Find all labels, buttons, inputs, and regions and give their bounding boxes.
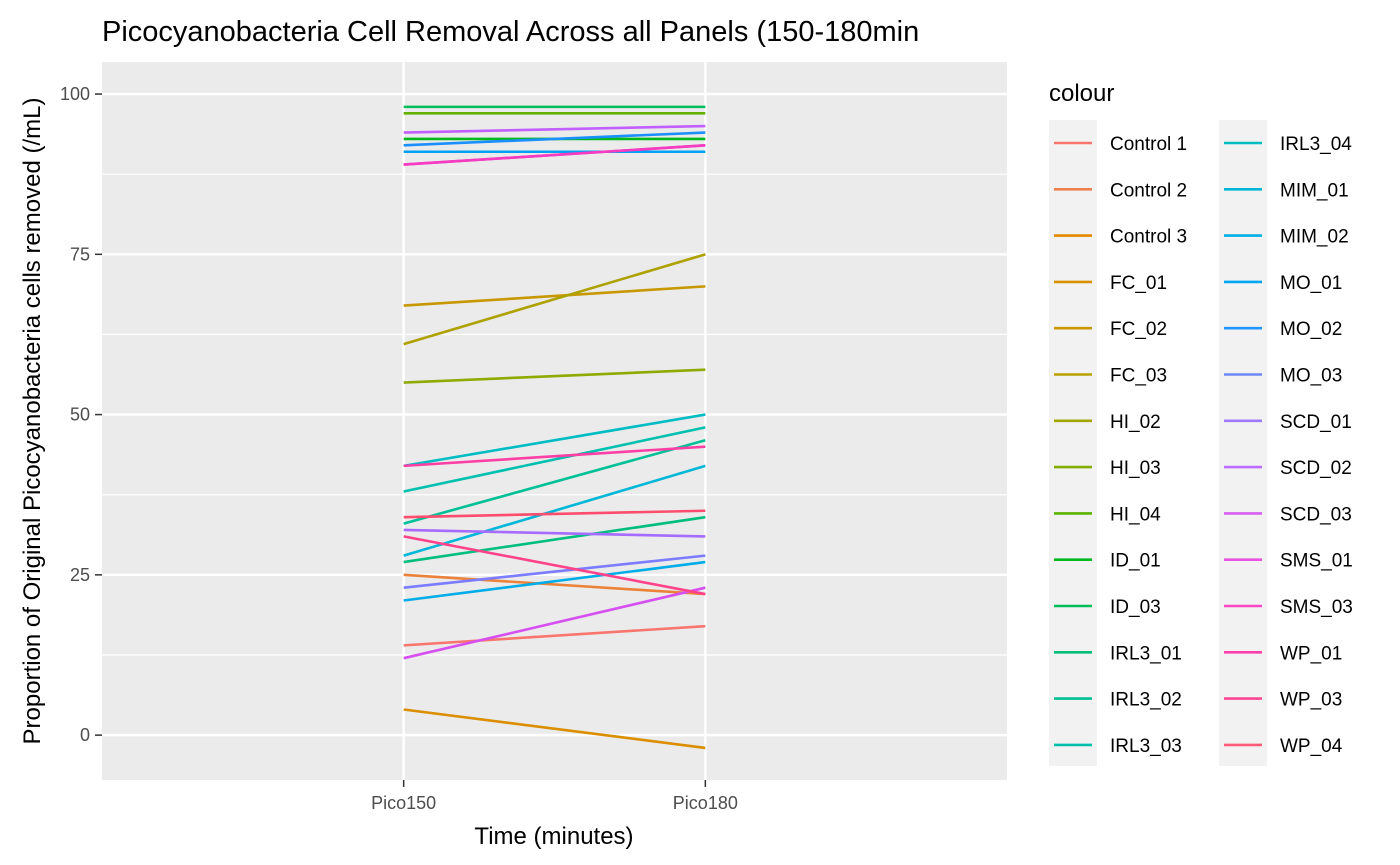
series-line-mo-01 [403, 554, 706, 589]
legend-entry: MIM_02 [1224, 227, 1349, 248]
legend-label: ID_01 [1110, 551, 1161, 572]
legend-entry: WP_03 [1224, 690, 1342, 711]
x-tick-label: Pico150 [371, 793, 436, 813]
series-line-sms-03 [403, 535, 706, 596]
series-line-id-01 [403, 515, 706, 564]
legend-label: MO_02 [1280, 319, 1342, 340]
legend-label: MIM_01 [1280, 180, 1349, 201]
legend-label: IRL3_04 [1280, 134, 1352, 155]
legend-entry: IRL3_04 [1224, 134, 1352, 155]
legend-entry: SCD_03 [1224, 504, 1352, 525]
legend-entry: Control 2 [1054, 180, 1187, 201]
legend-entry: Control 1 [1054, 134, 1187, 155]
legend: colour Control 1 Control 2 Control 3 FC_01 F… [1049, 80, 1353, 766]
legend-label: FC_02 [1110, 319, 1167, 340]
legend-entry: ID_03 [1054, 597, 1161, 618]
legend-entry: SCD_02 [1224, 458, 1352, 479]
legend-items: Control 1 Control 2 Control 3 FC_01 FC_02 FC_… [1054, 134, 1353, 757]
y-tick-label: 25 [70, 565, 90, 585]
legend-entry: FC_03 [1054, 366, 1167, 387]
series-line-scd-03 [403, 144, 706, 166]
legend-entry: Control 3 [1054, 227, 1187, 248]
y-tick-label: 50 [70, 405, 90, 425]
series-line-wp-01 [403, 509, 706, 519]
legend-label: IRL3_03 [1110, 736, 1182, 757]
legend-entry: FC_01 [1054, 273, 1167, 294]
legend-label: MO_03 [1280, 366, 1342, 387]
series-line-mo-03 [403, 124, 706, 134]
legend-label: Control 3 [1110, 227, 1187, 248]
series-line-id-03 [403, 438, 706, 525]
x-axis-title: Time (minutes) [474, 823, 633, 850]
legend-key-background-col2 [1219, 120, 1267, 766]
series-line-mim-02 [403, 131, 706, 147]
series-line-control-1 [403, 624, 706, 647]
y-tick-label: 75 [70, 244, 90, 264]
legend-label: SCD_01 [1280, 412, 1352, 433]
x-axis: Pico150 Pico180 [371, 780, 738, 813]
legend-label: MO_01 [1280, 273, 1342, 294]
minor-gridlines [102, 173, 1007, 656]
y-tick-label: 0 [80, 725, 90, 745]
series-line-sms-01 [403, 445, 706, 468]
legend-entry: HI_04 [1054, 504, 1161, 525]
legend-label: HI_03 [1110, 458, 1161, 479]
legend-label: IRL3_01 [1110, 643, 1182, 664]
series-line-irl3-03 [403, 464, 706, 557]
chart-title: Picocyanobacteria Cell Removal Across al… [102, 16, 919, 48]
legend-entry: HI_03 [1054, 458, 1161, 479]
legend-label: WP_04 [1280, 736, 1343, 757]
series-line-fc-03 [403, 368, 706, 384]
y-axis: 0 25 50 75 100 [60, 84, 102, 745]
legend-label: MIM_02 [1280, 227, 1349, 248]
series-line-control-3 [403, 708, 706, 750]
x-tick-label: Pico180 [673, 793, 738, 813]
legend-entry: IRL3_01 [1054, 643, 1182, 664]
legend-entry: MO_02 [1224, 319, 1342, 340]
legend-entry: SCD_01 [1224, 412, 1352, 433]
plot-panel [102, 62, 1007, 780]
legend-entry: MIM_01 [1224, 180, 1349, 201]
legend-label: SMS_03 [1280, 597, 1353, 618]
legend-entry: MO_01 [1224, 273, 1342, 294]
series-line-irl3-02 [403, 413, 706, 468]
legend-entry: MO_03 [1224, 366, 1342, 387]
legend-label: SMS_01 [1280, 551, 1353, 572]
series-line-irl3-01 [403, 426, 706, 493]
legend-entry: ID_01 [1054, 551, 1161, 572]
legend-label: WP_01 [1280, 643, 1342, 664]
legend-entry: IRL3_03 [1054, 736, 1182, 757]
legend-label: Control 2 [1110, 180, 1187, 201]
legend-label: ID_03 [1110, 597, 1161, 618]
series-line-control-2 [403, 573, 706, 596]
legend-label: HI_04 [1110, 504, 1161, 525]
legend-entry: SMS_01 [1224, 551, 1353, 572]
y-axis-title: Proportion of Original Picocyanobacteria… [19, 98, 46, 745]
y-tick-label: 100 [60, 84, 90, 104]
legend-entry: HI_02 [1054, 412, 1161, 433]
legend-label: SCD_03 [1280, 504, 1352, 525]
legend-label: HI_02 [1110, 412, 1161, 433]
legend-entry: FC_02 [1054, 319, 1167, 340]
legend-key-background-col1 [1049, 120, 1097, 766]
series-line-fc-02 [403, 253, 706, 346]
legend-label: FC_03 [1110, 366, 1167, 387]
legend-entry: SMS_03 [1224, 597, 1353, 618]
legend-label: WP_03 [1280, 690, 1342, 711]
series-line-mo-02 [403, 528, 706, 538]
legend-entry: WP_04 [1224, 736, 1343, 757]
series-line-scd-01 [403, 586, 706, 660]
series-line-irl3-04 [403, 560, 706, 602]
legend-entry: WP_01 [1224, 643, 1342, 664]
legend-label: Control 1 [1110, 134, 1187, 155]
legend-label: SCD_02 [1280, 458, 1352, 479]
major-gridlines [102, 62, 1007, 780]
legend-title: colour [1049, 80, 1114, 107]
series-lines [403, 105, 706, 750]
legend-entry: IRL3_02 [1054, 690, 1182, 711]
legend-label: FC_01 [1110, 273, 1167, 294]
legend-label: IRL3_02 [1110, 690, 1182, 711]
series-line-fc-01 [403, 285, 706, 307]
